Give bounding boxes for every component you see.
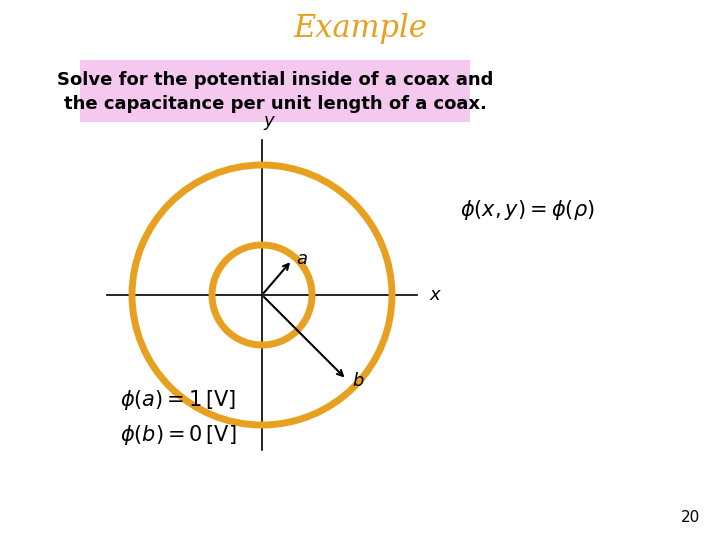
Text: $x$: $x$ [429,286,442,304]
Text: Example: Example [293,12,427,44]
Text: Solve for the potential inside of a coax and: Solve for the potential inside of a coax… [57,71,493,89]
Text: $b$: $b$ [353,373,365,390]
FancyBboxPatch shape [80,60,470,122]
Text: the capacitance per unit length of a coax.: the capacitance per unit length of a coa… [63,95,487,113]
Text: $\phi(x,y)=\phi(\rho)$: $\phi(x,y)=\phi(\rho)$ [460,198,595,222]
Text: $a$: $a$ [295,250,307,268]
Text: 20: 20 [680,510,700,525]
Text: $\phi(a)=1\,\mathrm{[V]}$: $\phi(a)=1\,\mathrm{[V]}$ [120,388,236,412]
Text: $y$: $y$ [264,114,276,132]
Text: $\phi(b)=0\,\mathrm{[V]}$: $\phi(b)=0\,\mathrm{[V]}$ [120,423,236,447]
